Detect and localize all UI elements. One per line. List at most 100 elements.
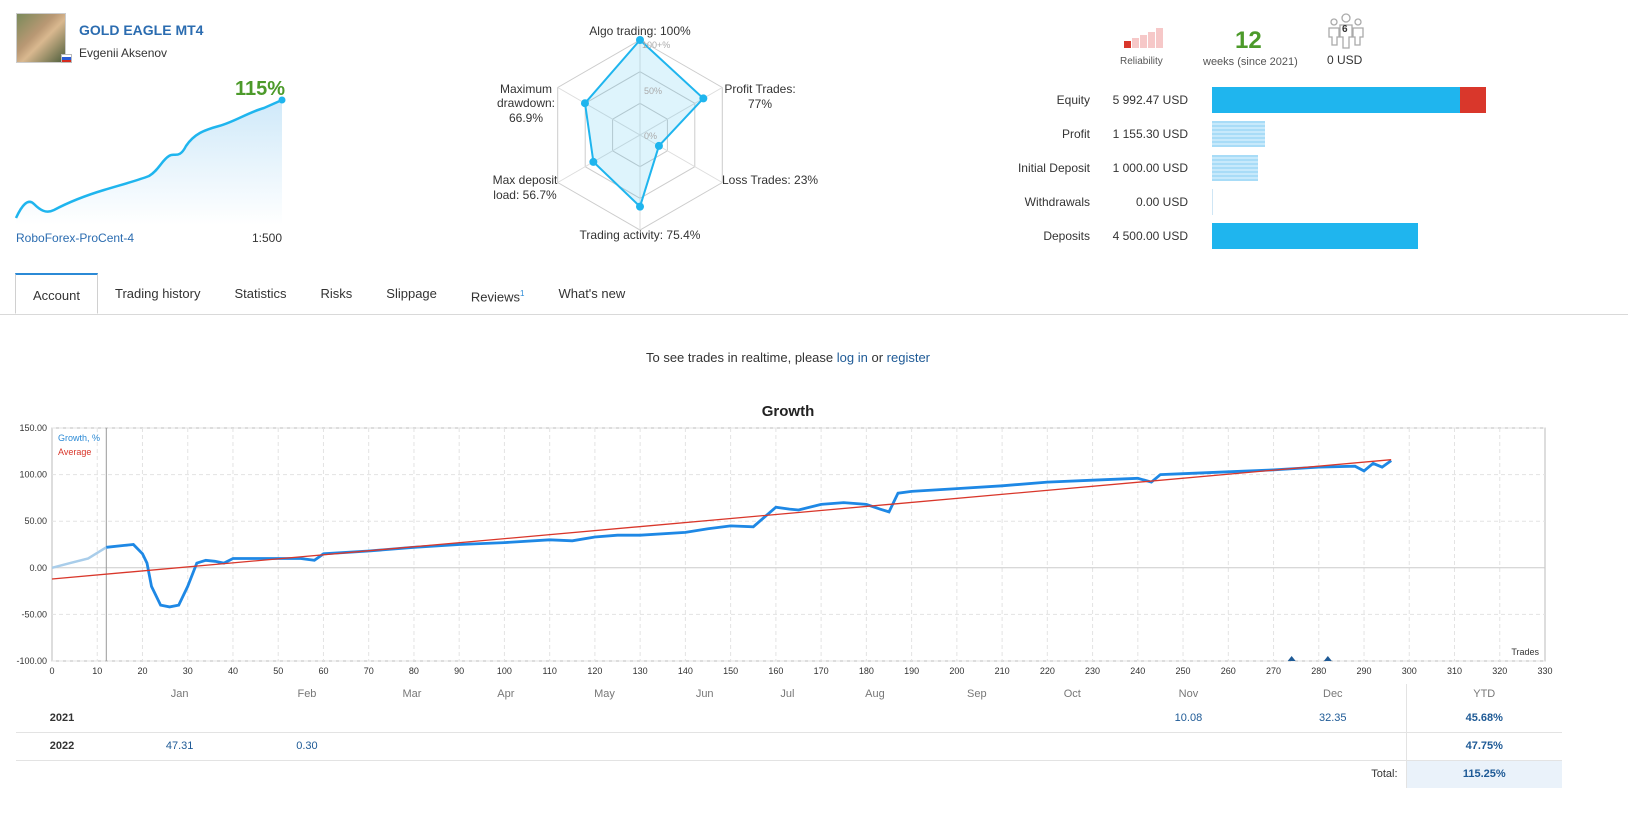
radar-points [580,36,708,211]
deposit-marker-icon [1287,656,1296,661]
author-name[interactable]: Evgenii Aksenov [79,46,168,60]
x-tick-label: 330 [1537,666,1552,676]
x-tick-label: 100 [497,666,512,676]
month-value [750,732,825,761]
radar-scale-0: 0% [644,131,657,141]
avatar[interactable] [16,13,66,63]
x-tick-label: 10 [92,666,102,676]
russia-flag-icon [61,54,72,63]
x-tick-label: 50 [273,666,283,676]
month-value[interactable]: 0.30 [251,732,363,761]
radar-axis-2 [639,134,723,183]
month-value [925,732,1028,761]
month-header-nov: Nov [1178,688,1199,700]
radar-scale-50: 50% [644,86,662,96]
tab-statistics[interactable]: Statistics [234,286,287,301]
tab-account[interactable]: Account [15,273,98,314]
mini-growth-endpoint [278,96,286,104]
month-value[interactable]: 10.08 [1116,704,1261,733]
month-value [108,704,252,733]
reliability-bars-icon[interactable] [1124,27,1170,49]
realtime-notice: To see trades in realtime, please log in… [645,350,931,365]
x-tick-label: 40 [228,666,238,676]
radar-label-dd-2: drawdown: [497,96,555,110]
register-link[interactable]: register [886,350,931,365]
y-tick-label: 50.00 [24,516,47,526]
month-value [461,732,551,761]
month-header-feb: Feb [297,688,317,700]
x-tick-label: 230 [1085,666,1100,676]
radar-label-loss: Loss Trades: 23% [722,173,818,187]
radar-label-activity: Trading activity: 75.4% [580,228,701,242]
y-tick-label: -50.00 [21,609,47,619]
radar-scale-100: 100+% [642,40,670,50]
month-value [550,704,659,733]
y-tick-label: 0.00 [29,563,47,573]
mini-growth-chart [14,96,286,225]
radar-chart: 100+% 50% 0% Algo trading: 100% Profit T… [493,24,819,242]
month-header-sep: Sep [967,688,987,700]
radar-axis-5 [557,87,641,136]
month-value[interactable]: 47.31 [108,732,252,761]
tab-whats-new[interactable]: What's new [558,286,626,301]
x-tick-label: 200 [949,666,964,676]
initial-deposit-bar [1212,155,1258,181]
x-tick-label: 80 [409,666,419,676]
radar-point-max-deposit-load [589,157,598,166]
year-row: 2021 10.08 32.35 45.68% [16,704,1562,733]
mini-growth-line [14,98,283,219]
initial-deposit-label: Initial Deposit [1017,161,1090,175]
radar-axis-1 [639,87,723,136]
tabs-divider [0,314,1628,315]
deposits-value: 4 500.00 USD [1112,229,1188,243]
y-tick-label: 150.00 [19,423,47,433]
month-header-mar: Mar [402,688,422,700]
ytd-value: 45.68% [1405,704,1562,733]
tab-trading-history[interactable]: Trading history [114,286,201,301]
login-link[interactable]: log in [836,350,868,365]
month-value [461,704,551,733]
x-tick-label: 70 [364,666,374,676]
radar-label-deposit-2: load: 56.7% [493,188,557,202]
legend-average: Average [58,447,91,457]
x-tick-label: 30 [183,666,193,676]
month-value [362,704,462,733]
withdrawals-value: 0.00 USD [1135,195,1188,209]
radar-label-deposit-1: Max deposit [493,173,558,187]
growth-series-line [106,459,1393,609]
radar-label-dd-3: 66.9% [509,111,543,125]
x-tick-label: 160 [768,666,783,676]
x-tick-label: 290 [1357,666,1372,676]
total-value: 115.25% [1405,760,1562,788]
equity-bar [1212,87,1461,113]
withdrawals-label: Withdrawals [1024,195,1090,209]
x-axis-label: Trades [1511,647,1539,657]
radar-label-profit-1: Profit Trades: [724,82,795,96]
radar-axis-4 [557,134,641,183]
month-value [1260,732,1406,761]
broker-server[interactable]: RoboForex-ProCent-4 [16,231,135,245]
radar-point-algo [636,36,644,44]
account-title[interactable]: GOLD EAGLE MT4 [79,22,204,38]
tab-risks[interactable]: Risks [320,286,353,301]
x-tick-label: 90 [454,666,464,676]
reviews-count-badge: 1 [520,289,525,298]
subscribers-funds: 0 USD [1327,53,1363,67]
equity-label: Equity [1056,93,1090,107]
month-header-jun: Jun [695,688,714,700]
ytd-header: YTD [1405,684,1562,704]
year-label: 2022 [16,732,108,761]
subscribers-icon[interactable] [1327,13,1365,49]
x-tick-label: 210 [995,666,1010,676]
x-tick-label: 280 [1311,666,1326,676]
deposits-label: Deposits [1043,229,1090,243]
tab-slippage[interactable]: Slippage [386,286,437,301]
month-value [824,704,926,733]
y-tick-label: -100.00 [16,656,47,666]
mini-growth-area [16,100,282,225]
deposits-bar [1212,223,1418,249]
month-value[interactable]: 32.35 [1260,704,1406,733]
radar-point-loss-trades [654,141,663,150]
tab-reviews[interactable]: Reviews1 [470,289,525,305]
month-value [824,732,926,761]
